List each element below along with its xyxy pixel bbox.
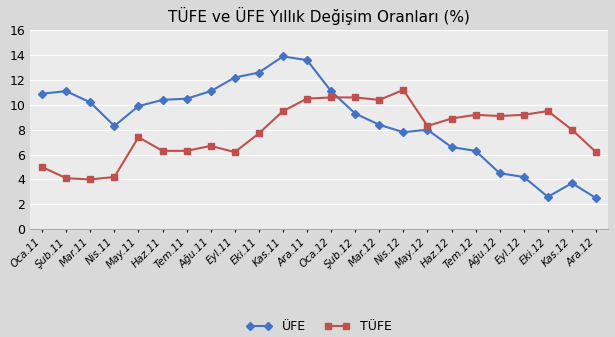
TÜFE [183, 149, 190, 153]
TÜFE [135, 135, 142, 139]
ÜFE [496, 171, 503, 175]
ÜFE [303, 58, 311, 62]
TÜFE [207, 144, 215, 148]
TÜFE [400, 88, 407, 92]
TÜFE [592, 150, 600, 154]
ÜFE [111, 124, 118, 128]
TÜFE [279, 109, 287, 113]
Line: TÜFE: TÜFE [39, 87, 599, 182]
ÜFE [472, 149, 479, 153]
TÜFE [496, 114, 503, 118]
ÜFE [544, 195, 552, 199]
TÜFE [303, 97, 311, 101]
ÜFE [183, 97, 190, 101]
TÜFE [568, 128, 576, 132]
ÜFE [376, 123, 383, 127]
ÜFE [592, 196, 600, 200]
ÜFE [87, 100, 94, 104]
ÜFE [327, 89, 335, 93]
ÜFE [38, 92, 46, 96]
ÜFE [135, 104, 142, 108]
ÜFE [400, 130, 407, 134]
ÜFE [520, 175, 528, 179]
TÜFE [472, 113, 479, 117]
ÜFE [448, 145, 455, 149]
ÜFE [207, 89, 215, 93]
TÜFE [111, 175, 118, 179]
TÜFE [424, 124, 431, 128]
ÜFE [63, 89, 70, 93]
ÜFE [255, 70, 263, 74]
TÜFE [520, 113, 528, 117]
TÜFE [255, 131, 263, 135]
TÜFE [87, 177, 94, 181]
TÜFE [63, 176, 70, 180]
ÜFE [159, 98, 166, 102]
Line: ÜFE: ÜFE [39, 54, 599, 201]
TÜFE [327, 95, 335, 99]
Legend: ÜFE, TÜFE: ÜFE, TÜFE [242, 315, 397, 337]
ÜFE [231, 75, 239, 80]
TÜFE [231, 150, 239, 154]
TÜFE [376, 98, 383, 102]
TÜFE [38, 165, 46, 169]
ÜFE [352, 112, 359, 116]
TÜFE [448, 117, 455, 121]
TÜFE [544, 109, 552, 113]
ÜFE [424, 128, 431, 132]
TÜFE [352, 95, 359, 99]
ÜFE [279, 54, 287, 58]
Title: TÜFE ve ÜFE Yıllık Değişim Oranları (%): TÜFE ve ÜFE Yıllık Değişim Oranları (%) [168, 7, 470, 25]
TÜFE [159, 149, 166, 153]
ÜFE [568, 181, 576, 185]
